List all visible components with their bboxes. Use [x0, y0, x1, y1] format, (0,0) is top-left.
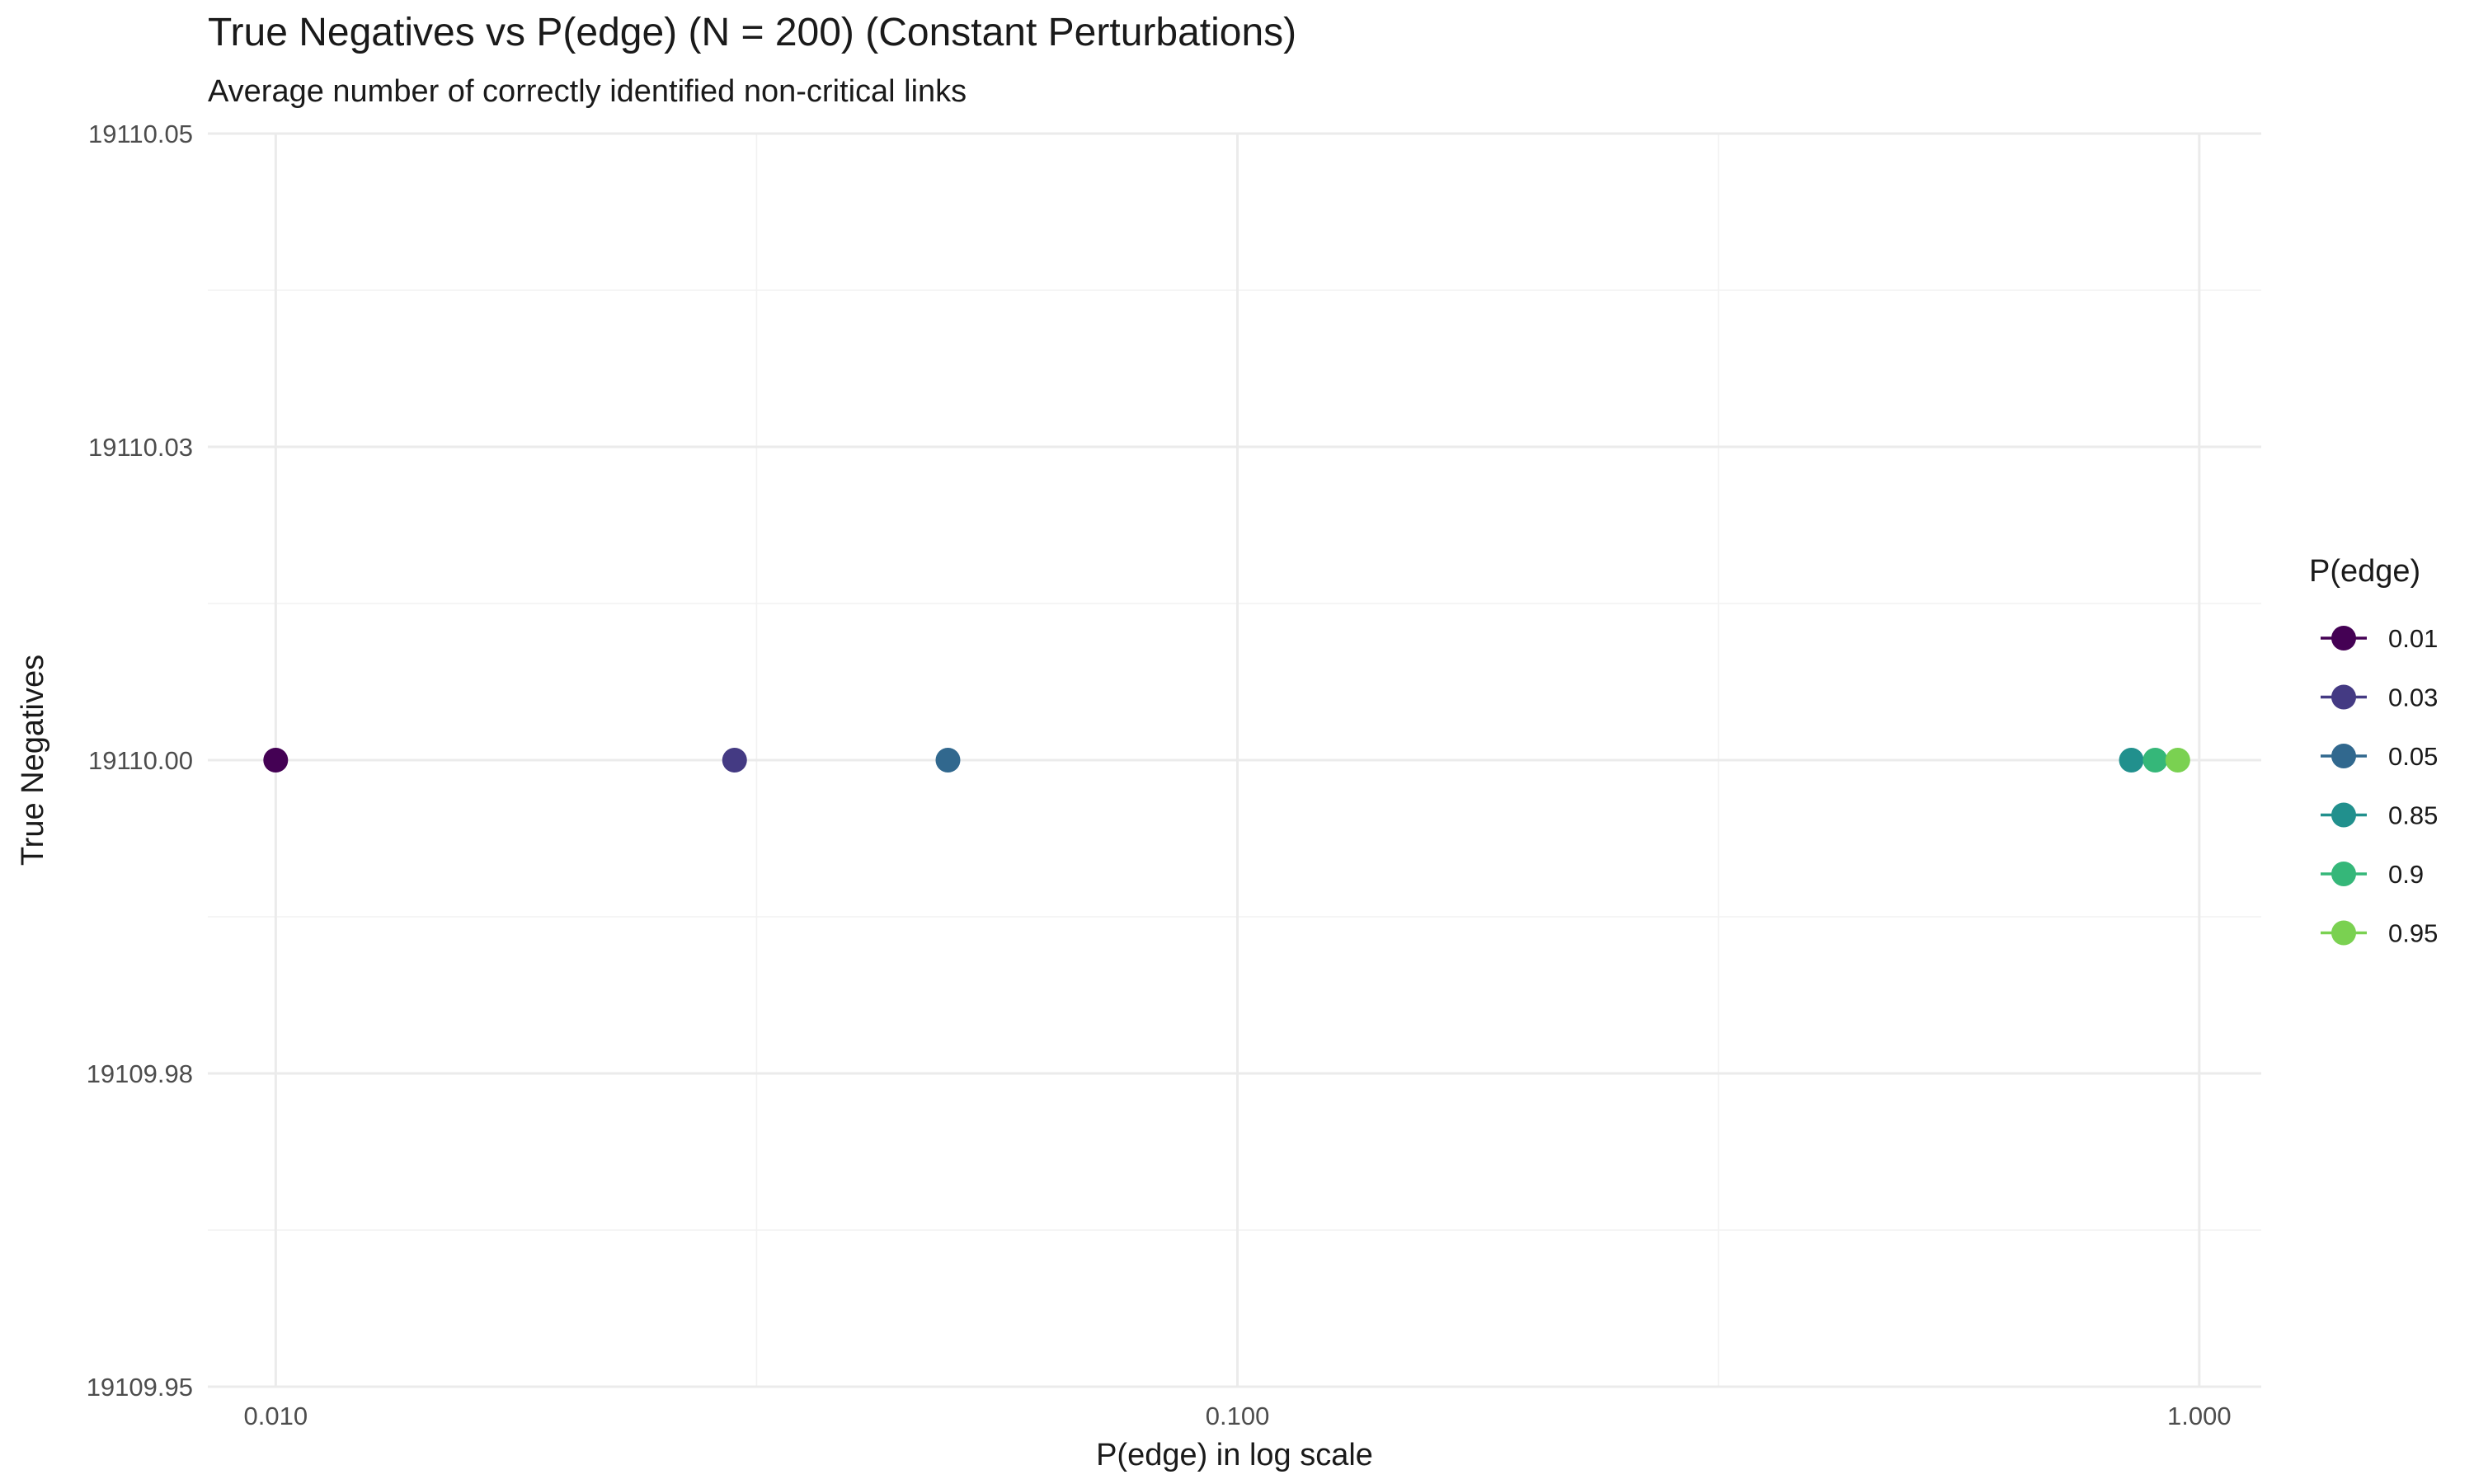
legend-item: 0.95	[2321, 919, 2438, 948]
data-point	[2165, 748, 2190, 773]
data-points	[263, 748, 2190, 773]
legend-key-marker	[2331, 862, 2356, 886]
data-point	[722, 748, 747, 773]
y-axis-ticks: 19109.95 19109.98 19110.00 19110.03 19110.05	[87, 120, 193, 1402]
legend-item: 0.9	[2321, 860, 2424, 889]
legend-key-marker	[2331, 920, 2356, 946]
legend-title: P(edge)	[2309, 554, 2420, 589]
x-tick-label: 0.100	[1206, 1402, 1270, 1430]
y-tick-label: 19109.98	[87, 1059, 193, 1088]
y-axis-title: True Negatives	[16, 655, 50, 866]
data-point	[263, 748, 289, 773]
legend-key-marker	[2331, 802, 2356, 828]
y-tick-label: 19109.95	[87, 1373, 193, 1402]
legend-label: 0.03	[2388, 683, 2438, 712]
major-gridlines	[208, 132, 2261, 1388]
x-tick-label: 1.000	[2167, 1402, 2232, 1430]
x-axis-title: P(edge) in log scale	[1096, 1438, 1373, 1472]
legend: P(edge) 0.01 0.03 0.05 0.85 0.9 0.95	[2309, 554, 2438, 948]
x-axis-ticks: 0.010 0.100 1.000	[244, 1402, 2232, 1430]
legend-item: 0.03	[2321, 683, 2438, 712]
legend-key-marker	[2331, 684, 2356, 710]
legend-item: 0.05	[2321, 742, 2438, 771]
data-point	[2142, 748, 2168, 773]
legend-label: 0.01	[2388, 624, 2438, 653]
legend-label: 0.9	[2388, 860, 2424, 889]
legend-item: 0.85	[2321, 801, 2438, 830]
chart-title: True Negatives vs P(edge) (N = 200) (Con…	[208, 11, 1297, 54]
legend-key-marker	[2331, 626, 2356, 650]
legend-label: 0.95	[2388, 919, 2438, 948]
data-point	[935, 748, 961, 773]
legend-key-marker	[2331, 744, 2356, 768]
minor-gridlines	[208, 134, 2261, 1387]
y-tick-label: 19110.03	[88, 433, 193, 462]
data-point	[2119, 748, 2144, 773]
legend-label: 0.85	[2388, 801, 2438, 830]
chart-subtitle: Average number of correctly identified n…	[208, 74, 967, 109]
y-tick-label: 19110.00	[88, 746, 193, 775]
legend-item: 0.01	[2321, 624, 2438, 653]
legend-label: 0.05	[2388, 742, 2438, 771]
y-tick-label: 19110.05	[88, 120, 193, 148]
x-tick-label: 0.010	[244, 1402, 308, 1430]
